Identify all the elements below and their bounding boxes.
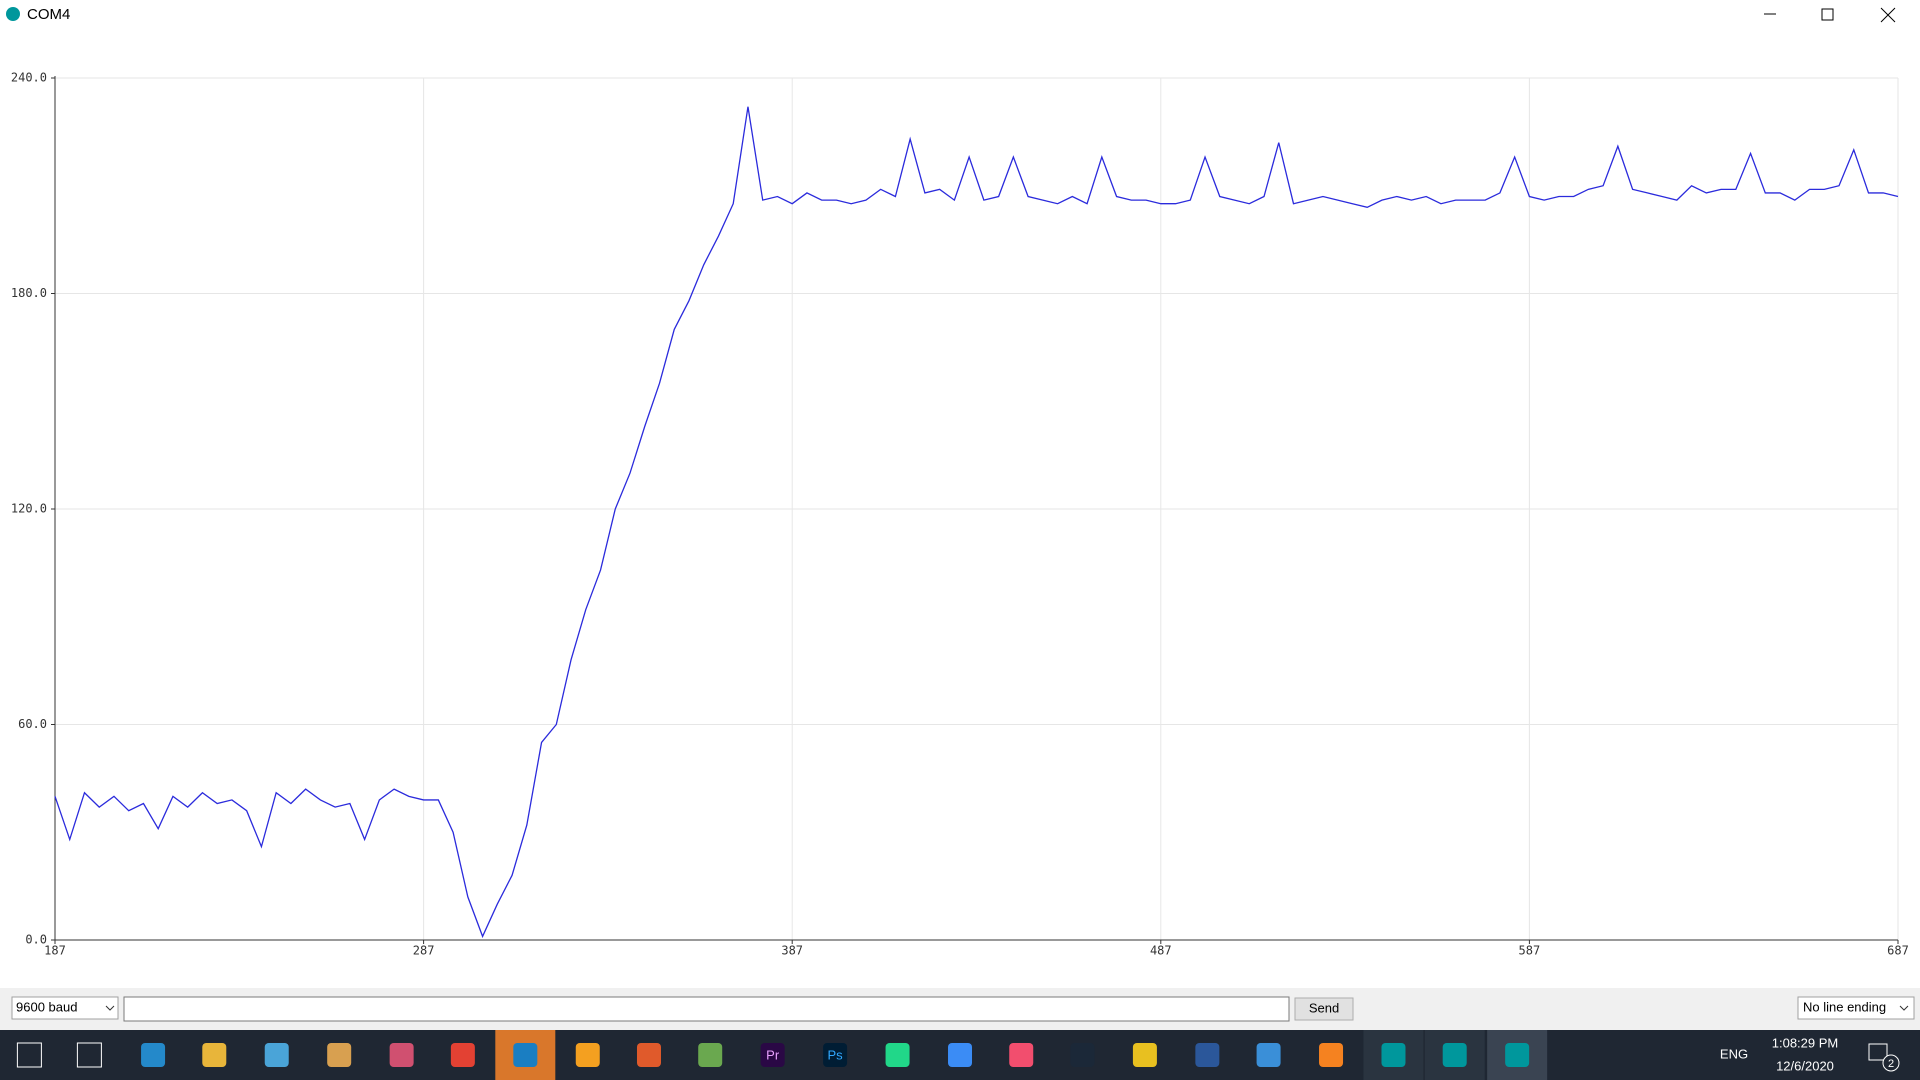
taskbar-icon[interactable]: [389, 1043, 414, 1067]
taskbar-icon[interactable]: [1381, 1043, 1406, 1067]
clock-date[interactable]: 12/6/2020: [1776, 1058, 1834, 1073]
x-tick-label: 387: [781, 944, 803, 958]
send-button[interactable]: [1294, 997, 1354, 1021]
language[interactable]: ENG: [1720, 1046, 1748, 1061]
taskbar-icon[interactable]: [1505, 1043, 1530, 1067]
y-tick-label: 240.0: [11, 71, 47, 85]
taskbar-icon[interactable]: [264, 1043, 289, 1067]
taskbar-icon[interactable]: [885, 1043, 910, 1067]
y-tick-label: 60.0: [18, 717, 47, 731]
line-ending-label: No line ending: [1803, 999, 1886, 1014]
x-tick-label: 187: [44, 944, 66, 958]
clock-time[interactable]: 1:08:29 PM: [1772, 1035, 1839, 1050]
taskbar-icon[interactable]: [1195, 1043, 1220, 1067]
notification-badge: [1882, 1054, 1900, 1072]
dropdown-arrow: [1899, 1005, 1909, 1011]
taskbar-icon[interactable]: [202, 1043, 227, 1067]
taskbar-icon-label: Ps: [828, 1047, 844, 1062]
data-line: [54, 106, 1899, 939]
taskbar-icon[interactable]: [513, 1043, 538, 1067]
taskbar-icon[interactable]: [16, 1042, 42, 1068]
y-tick-label: 180.0: [11, 286, 47, 300]
taskbar-icon[interactable]: [327, 1043, 352, 1067]
taskbar-icon[interactable]: [698, 1043, 723, 1067]
taskbar-icon-label: Pr: [766, 1047, 780, 1062]
x-tick-label: 687: [1887, 944, 1909, 958]
close-button[interactable]: [1880, 7, 1896, 23]
dropdown-arrow: [105, 1005, 115, 1011]
taskbar-icon[interactable]: [575, 1043, 600, 1067]
taskbar-icon[interactable]: [141, 1043, 166, 1067]
taskbar-icon[interactable]: [1070, 1043, 1095, 1067]
app-icon: [6, 7, 20, 21]
taskbar-icons: Pr Ps: [16, 1030, 1548, 1080]
taskbar-icon[interactable]: [1256, 1043, 1281, 1067]
taskbar-icon[interactable]: [450, 1043, 475, 1067]
taskbar-icon[interactable]: [1009, 1043, 1034, 1067]
y-tick-label: 0.0: [25, 933, 47, 947]
y-tick-label: 120.0: [11, 502, 47, 516]
baud-label: 9600 baud: [16, 999, 77, 1014]
title-bar: [0, 0, 1920, 40]
message-input[interactable]: [123, 996, 1290, 1022]
restore-button[interactable]: [1821, 8, 1834, 21]
taskbar-icon[interactable]: [823, 1043, 848, 1067]
taskbar-icon[interactable]: [1132, 1043, 1157, 1067]
x-tick-label: 587: [1519, 944, 1541, 958]
x-tick-label: 487: [1150, 944, 1172, 958]
notification-icon[interactable]: [1868, 1043, 1888, 1061]
taskbar-icon[interactable]: [636, 1043, 661, 1067]
send-label: Send: [1309, 1000, 1339, 1015]
line-ending-select[interactable]: [1797, 996, 1915, 1020]
x-tick-label: 287: [413, 944, 435, 958]
baud-select[interactable]: [11, 996, 119, 1020]
taskbar-icon[interactable]: [1319, 1043, 1344, 1067]
taskbar-icon[interactable]: [948, 1043, 973, 1067]
notification-count: 2: [1888, 1058, 1894, 1070]
window-title: COM4: [27, 6, 70, 23]
taskbar-icon[interactable]: [76, 1042, 102, 1068]
taskbar-icon[interactable]: [760, 1043, 785, 1067]
taskbar-icon[interactable]: [1442, 1043, 1467, 1067]
